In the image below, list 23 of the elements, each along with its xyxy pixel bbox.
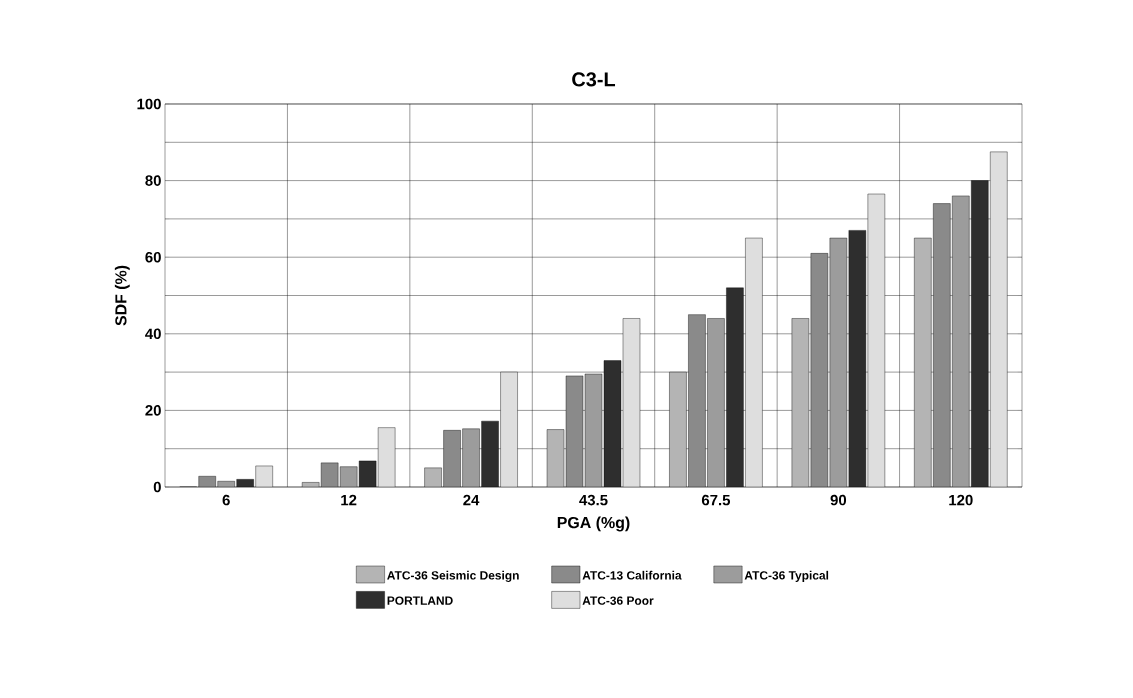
x-tick-label: 12 <box>341 494 357 506</box>
x-tick-label: 24 <box>463 494 480 506</box>
x-tick-label: 6 <box>222 494 230 506</box>
x-tick-label: 43.5 <box>579 494 608 506</box>
legend-label: ATC-13 California <box>582 570 682 580</box>
x-tick-label: 90 <box>830 494 847 506</box>
y-tick-label: 40 <box>145 328 161 340</box>
y-tick-label: 100 <box>137 98 161 110</box>
y-axis-title: SDF (%) <box>114 265 130 326</box>
y-tick-label: 0 <box>153 481 161 493</box>
bar <box>914 237 932 487</box>
bar <box>669 371 687 487</box>
legend-label: PORTLAND <box>387 596 453 605</box>
legend-label: ATC-36 Typical <box>744 570 829 582</box>
legend-label: ATC-36 Seismic Design <box>387 570 519 583</box>
chart-title: C3-L <box>572 72 616 87</box>
x-tick-label: 120 <box>949 494 973 506</box>
legend-label: ATC-36 Poor <box>582 596 654 605</box>
y-tick-label: 80 <box>145 175 161 186</box>
x-tick-label: 67.5 <box>701 494 731 506</box>
y-tick-label: 60 <box>145 251 161 263</box>
y-tick-label: 20 <box>145 405 161 416</box>
x-axis-title: PGA (%g) <box>557 516 630 532</box>
